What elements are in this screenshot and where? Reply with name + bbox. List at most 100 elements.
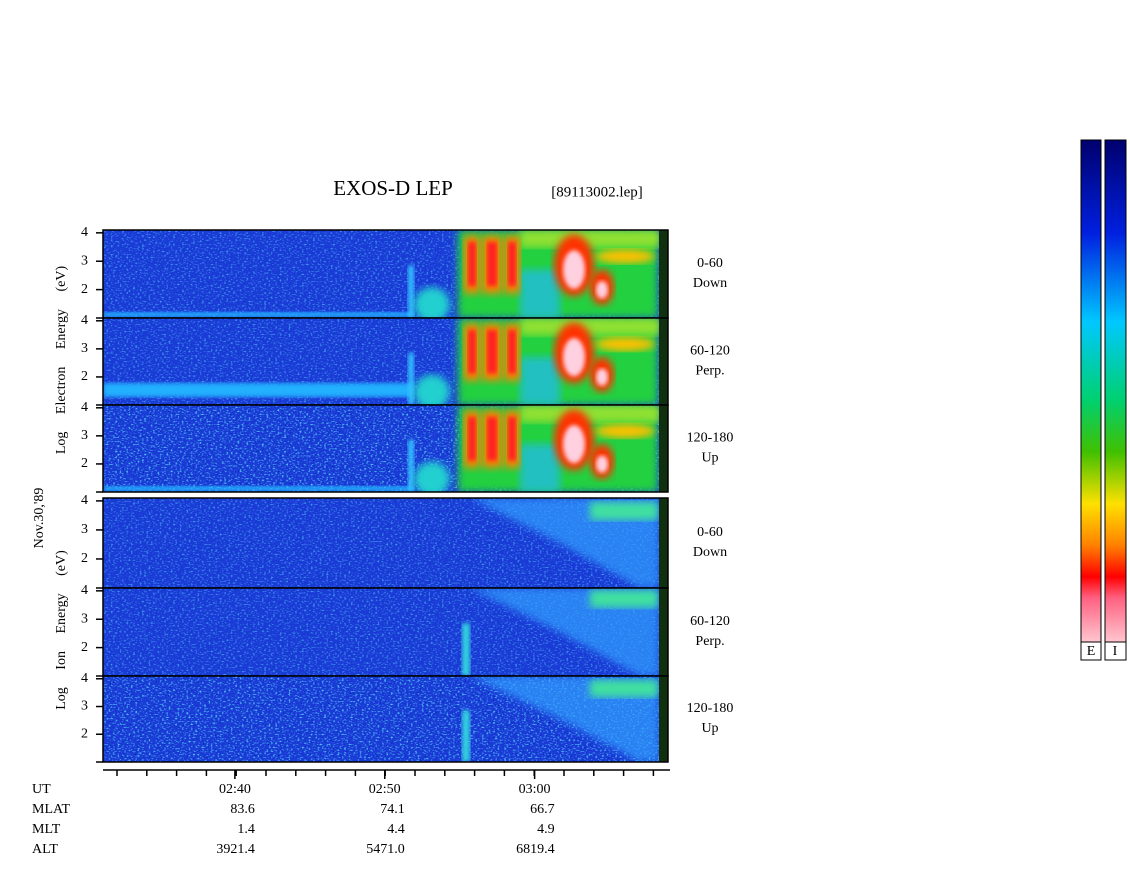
spike bbox=[408, 439, 414, 492]
orbit-row-name: ALT bbox=[32, 842, 58, 857]
warm-band bbox=[595, 424, 655, 439]
panel-range: 120-180 bbox=[687, 431, 734, 446]
orbit-row-name: UT bbox=[32, 782, 51, 797]
orbit-value: 4.4 bbox=[387, 822, 405, 837]
panel-range: 60-120 bbox=[690, 344, 730, 359]
y-tick-label: 4 bbox=[81, 671, 88, 686]
panel-frame bbox=[102, 404, 669, 493]
hot-core bbox=[468, 242, 476, 286]
panel-direction: Up bbox=[701, 451, 718, 466]
colorbar-label: E bbox=[1087, 644, 1096, 659]
spectrogram-panel bbox=[103, 498, 659, 588]
orbit-value: 4.9 bbox=[537, 822, 555, 837]
ion-bright bbox=[590, 680, 658, 698]
right-strip bbox=[659, 318, 668, 405]
ion-flux bbox=[470, 588, 659, 676]
y-tick-label: 3 bbox=[81, 699, 88, 714]
y-tick-label: 4 bbox=[81, 583, 88, 598]
y-tick-label: 3 bbox=[81, 253, 88, 268]
x-tick-label: 03:00 bbox=[519, 782, 551, 797]
ion-bright bbox=[590, 590, 658, 608]
warm-band bbox=[595, 337, 655, 352]
panel-frame bbox=[102, 675, 669, 763]
hot-core bbox=[487, 330, 497, 374]
file-name: [89113002.lep] bbox=[551, 184, 643, 200]
electron-axis-label: Log Electron Energy (eV) bbox=[54, 266, 69, 455]
right-strip bbox=[659, 405, 668, 492]
colorbar-i bbox=[1104, 139, 1127, 661]
y-tick-label: 3 bbox=[81, 522, 88, 537]
hot-peak bbox=[563, 250, 585, 289]
spectrogram-panel bbox=[103, 230, 659, 318]
spike bbox=[408, 352, 414, 405]
cyan-region bbox=[520, 444, 560, 492]
date-label: Nov.30,'89 bbox=[32, 488, 47, 549]
ion-axis-label: Log Ion Energy (eV) bbox=[54, 550, 69, 710]
green-top bbox=[520, 405, 659, 423]
panel-direction: Perp. bbox=[695, 634, 724, 649]
colorbar-e bbox=[1080, 139, 1102, 661]
y-tick-label: 2 bbox=[81, 282, 88, 297]
y-tick-label: 2 bbox=[81, 551, 88, 566]
hot-peak bbox=[563, 338, 585, 377]
colorbar-label: I bbox=[1113, 644, 1118, 659]
y-tick-label: 3 bbox=[81, 428, 88, 443]
y-tick-label: 4 bbox=[81, 400, 88, 415]
right-strip bbox=[659, 230, 668, 318]
orbit-value: 3921.4 bbox=[216, 842, 255, 857]
right-strip bbox=[659, 498, 668, 588]
ion-bright bbox=[590, 502, 658, 520]
orbit-value: 1.4 bbox=[237, 822, 255, 837]
y-tick-label: 3 bbox=[81, 611, 88, 626]
hot-peak bbox=[596, 455, 608, 473]
x-tick-label: 02:50 bbox=[369, 782, 401, 797]
y-tick-label: 2 bbox=[81, 726, 88, 741]
orbit-value: 6819.4 bbox=[516, 842, 555, 857]
panel-direction: Down bbox=[693, 276, 727, 291]
y-tick-label: 4 bbox=[81, 493, 88, 508]
orbit-value: 66.7 bbox=[530, 802, 555, 817]
y-tick-label: 2 bbox=[81, 369, 88, 384]
panel-range: 60-120 bbox=[690, 614, 730, 629]
ion-spike bbox=[462, 710, 470, 762]
panel-direction: Perp. bbox=[695, 364, 724, 379]
orbit-value: 5471.0 bbox=[366, 842, 405, 857]
hot-core bbox=[487, 417, 497, 461]
hot-core bbox=[468, 330, 476, 374]
green-top bbox=[520, 230, 659, 248]
ion-flux bbox=[470, 498, 659, 588]
low-energy-band bbox=[103, 312, 413, 317]
right-strip bbox=[659, 676, 668, 762]
hot-core bbox=[508, 242, 516, 286]
y-tick-label: 2 bbox=[81, 456, 88, 471]
colorbars: E I bbox=[1080, 139, 1127, 661]
y-tick-label: 2 bbox=[81, 640, 88, 655]
hot-core bbox=[468, 417, 476, 461]
low-energy-band bbox=[103, 383, 413, 397]
hot-core bbox=[508, 330, 516, 374]
colorbar-box bbox=[1080, 641, 1102, 661]
orbit-value: 74.1 bbox=[380, 802, 405, 817]
spectrogram-panel bbox=[103, 588, 659, 676]
y-tick-label: 4 bbox=[81, 225, 88, 240]
hot-core bbox=[508, 417, 516, 461]
spectrogram-panel bbox=[103, 318, 659, 405]
panel-direction: Up bbox=[701, 721, 718, 736]
x-tick-label: 02:40 bbox=[219, 782, 251, 797]
spectrogram-panel bbox=[103, 405, 659, 492]
panel-direction: Down bbox=[693, 545, 727, 560]
spectrogram-panel bbox=[103, 676, 659, 762]
panel-range: 0-60 bbox=[697, 525, 723, 540]
hot-core bbox=[487, 242, 497, 286]
panel-range: 120-180 bbox=[687, 701, 734, 716]
right-strip bbox=[659, 588, 668, 676]
orbit-row-name: MLAT bbox=[32, 802, 71, 817]
green-top bbox=[520, 318, 659, 336]
colorbar-box bbox=[1104, 641, 1127, 661]
low-energy-band bbox=[103, 486, 413, 491]
y-tick-label: 4 bbox=[81, 313, 88, 328]
blob bbox=[414, 461, 450, 492]
hot-peak bbox=[563, 425, 585, 464]
panel-range: 0-60 bbox=[697, 256, 723, 271]
